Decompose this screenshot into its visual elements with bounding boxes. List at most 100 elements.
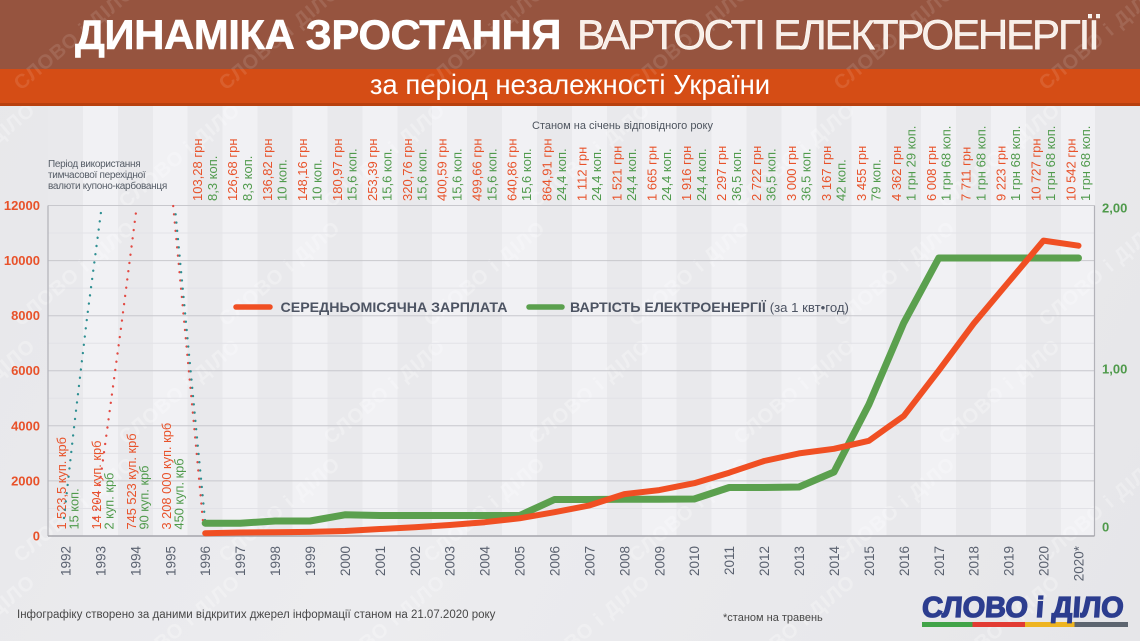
svg-text:180,97 грн: 180,97 грн (330, 138, 345, 201)
svg-text:640,86 грн: 640,86 грн (505, 138, 520, 201)
svg-text:1 грн 68 коп.: 1 грн 68 коп. (1078, 126, 1093, 201)
svg-text:ВАРТІСТЬ ЕЛЕКТРОЕНЕРГІЇ (за 1: ВАРТІСТЬ ЕЛЕКТРОЕНЕРГІЇ (за 1 квт•год) (570, 299, 849, 316)
svg-text:1 665 грн: 1 665 грн (644, 146, 659, 201)
svg-text:24,4 коп.: 24,4 коп. (624, 148, 639, 201)
svg-text:2,00: 2,00 (1102, 201, 1127, 216)
svg-text:2016: 2016 (897, 546, 912, 576)
svg-text:15,6 коп.: 15,6 коп. (414, 148, 429, 201)
svg-text:24,4 коп.: 24,4 коп. (554, 148, 569, 201)
svg-text:14 204 куп. крб: 14 204 куп. крб (89, 441, 104, 530)
svg-text:2020: 2020 (1037, 546, 1052, 576)
svg-text:36,5 коп.: 36,5 коп. (764, 148, 779, 201)
svg-text:6000: 6000 (11, 363, 40, 378)
svg-text:1999: 1999 (303, 546, 318, 576)
svg-text:1995: 1995 (163, 546, 178, 576)
svg-text:0: 0 (33, 529, 40, 544)
svg-text:1 523,5 куп. крб: 1 523,5 куп. крб (54, 437, 69, 529)
svg-text:148,16 грн: 148,16 грн (295, 138, 310, 201)
svg-text:2002: 2002 (408, 546, 423, 576)
svg-text:864,91 грн: 864,91 грн (540, 138, 555, 201)
svg-text:10000: 10000 (4, 253, 40, 268)
svg-text:15 коп.: 15 коп. (67, 488, 82, 529)
svg-text:СЕРЕДНЬОМІСЯЧНА ЗАРПЛАТА: СЕРЕДНЬОМІСЯЧНА ЗАРПЛАТА (281, 300, 508, 316)
svg-text:1 грн 29 коп.: 1 грн 29 коп. (903, 126, 918, 201)
svg-text:1 916 грн: 1 916 грн (679, 146, 694, 201)
svg-text:2014: 2014 (827, 546, 842, 577)
svg-text:2 куп. крб: 2 куп. крб (101, 473, 116, 530)
svg-text:7 711 грн: 7 711 грн (959, 147, 974, 201)
svg-text:42 коп.: 42 коп. (834, 159, 849, 201)
svg-text:400,59 грн: 400,59 грн (435, 138, 450, 201)
svg-text:10 коп.: 10 коп. (310, 159, 325, 201)
svg-text:450 куп. крб: 450 куп. крб (171, 458, 186, 529)
svg-text:253,39 грн: 253,39 грн (365, 138, 380, 201)
svg-text:2017: 2017 (932, 546, 947, 576)
svg-text:3 208 000 куп. крб: 3 208 000 куп. крб (159, 423, 174, 530)
svg-text:2018: 2018 (967, 546, 982, 576)
svg-text:2007: 2007 (583, 546, 598, 576)
svg-text:1994: 1994 (128, 546, 143, 577)
svg-text:2000: 2000 (11, 473, 40, 488)
svg-text:1998: 1998 (268, 546, 283, 576)
svg-text:1996: 1996 (198, 546, 213, 576)
svg-text:9 223 грн: 9 223 грн (994, 146, 1009, 201)
svg-text:10 727 грн: 10 727 грн (1029, 138, 1044, 201)
svg-text:3 455 грн: 3 455 грн (854, 146, 869, 201)
svg-text:2019: 2019 (1002, 546, 1017, 576)
svg-text:1,00: 1,00 (1102, 362, 1127, 377)
svg-text:3 000 грн: 3 000 грн (784, 146, 799, 201)
svg-text:1 грн 68 коп.: 1 грн 68 коп. (1008, 126, 1023, 201)
svg-text:15,6 коп.: 15,6 коп. (449, 148, 464, 201)
svg-text:24,4 коп.: 24,4 коп. (589, 148, 604, 201)
svg-text:10 542 грн: 10 542 грн (1064, 138, 1079, 201)
svg-text:1 грн 68 коп.: 1 грн 68 коп. (938, 126, 953, 201)
svg-text:12000: 12000 (4, 198, 40, 213)
svg-text:4 362 грн: 4 362 грн (889, 146, 904, 201)
svg-text:2013: 2013 (792, 546, 807, 576)
svg-text:2001: 2001 (373, 546, 388, 576)
svg-text:8,3 коп.: 8,3 коп. (205, 156, 220, 201)
svg-text:36,5 коп.: 36,5 коп. (799, 148, 814, 201)
svg-text:745 523 куп. крб: 745 523 куп. крб (124, 433, 139, 529)
svg-text:1 112 грн: 1 112 грн (575, 147, 590, 201)
svg-text:2020*: 2020* (1072, 545, 1087, 581)
svg-text:1 грн 68 коп.: 1 грн 68 коп. (973, 126, 988, 201)
svg-text:15,6 коп.: 15,6 коп. (345, 148, 360, 201)
svg-text:2012: 2012 (757, 546, 772, 576)
svg-text:1 грн 68 коп.: 1 грн 68 коп. (1043, 126, 1058, 201)
svg-text:8000: 8000 (11, 308, 40, 323)
svg-text:126,68 грн: 126,68 грн (225, 138, 240, 201)
svg-text:1992: 1992 (59, 546, 74, 576)
svg-text:2010: 2010 (687, 546, 702, 576)
svg-text:2009: 2009 (652, 546, 667, 576)
svg-text:136,82 грн: 136,82 грн (260, 138, 275, 201)
svg-text:4000: 4000 (11, 418, 40, 433)
svg-text:2 297 грн: 2 297 грн (714, 146, 729, 201)
svg-text:1 521 грн: 1 521 грн (609, 146, 624, 201)
svg-text:8,3 коп.: 8,3 коп. (240, 156, 255, 201)
svg-text:2005: 2005 (513, 546, 528, 576)
svg-text:36,5 коп.: 36,5 коп. (729, 148, 744, 201)
svg-text:2015: 2015 (862, 546, 877, 576)
svg-text:2003: 2003 (443, 546, 458, 576)
svg-text:103,28 грн: 103,28 грн (190, 138, 205, 201)
svg-text:15,6 коп.: 15,6 коп. (519, 148, 534, 201)
svg-text:79 коп.: 79 коп. (869, 159, 884, 201)
svg-text:499,66 грн: 499,66 грн (470, 138, 485, 201)
svg-text:1997: 1997 (233, 546, 248, 576)
svg-text:3 167 грн: 3 167 грн (819, 146, 834, 201)
svg-text:0: 0 (1102, 520, 1109, 535)
svg-text:15,6 коп.: 15,6 коп. (380, 148, 395, 201)
svg-text:6 008 грн: 6 008 грн (924, 146, 939, 201)
svg-text:2004: 2004 (478, 546, 493, 577)
svg-text:2006: 2006 (548, 546, 563, 576)
svg-text:24,4 коп.: 24,4 коп. (694, 148, 709, 201)
svg-text:320,76 грн: 320,76 грн (400, 138, 415, 201)
svg-text:2 722 грн: 2 722 грн (749, 146, 764, 201)
svg-text:10 коп.: 10 коп. (275, 159, 290, 201)
svg-text:90 куп. крб: 90 куп. крб (136, 465, 151, 529)
svg-text:2008: 2008 (617, 546, 632, 576)
svg-text:1993: 1993 (93, 546, 108, 576)
svg-text:2000: 2000 (338, 546, 353, 576)
svg-text:15,6 коп.: 15,6 коп. (484, 148, 499, 201)
